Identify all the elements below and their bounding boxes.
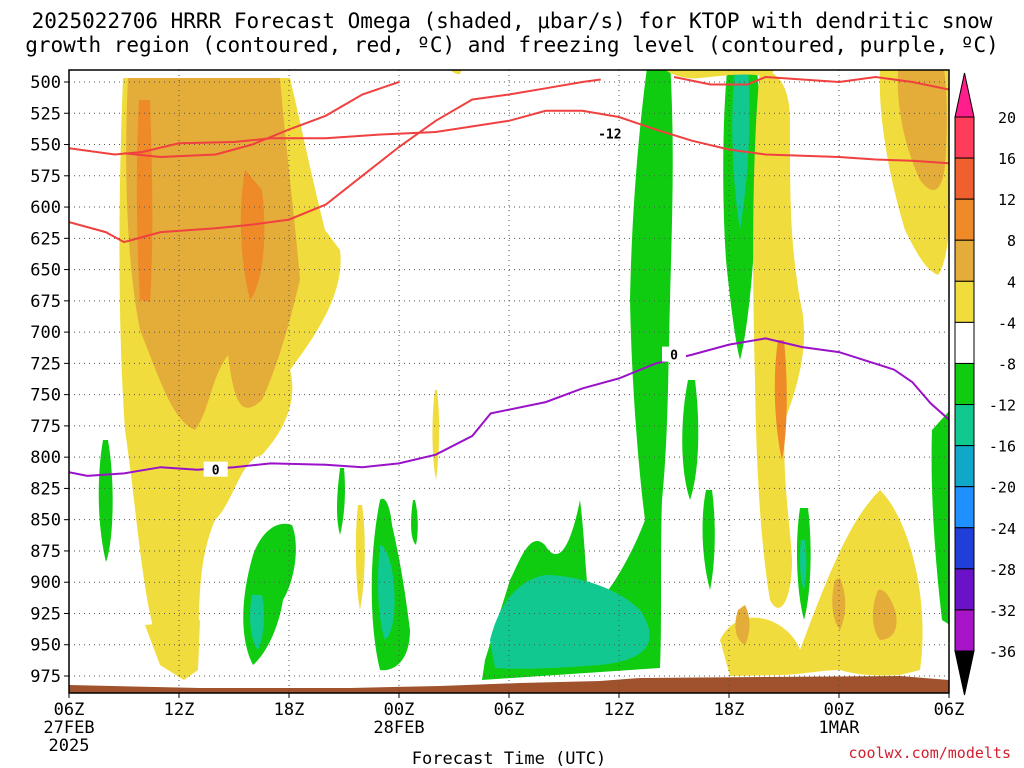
y-tick-label: 550 [30, 136, 61, 156]
chart-title-line1: 2025022706 HRRR Forecast Omega (shaded, … [31, 9, 993, 33]
colorbar-label: -20 [989, 479, 1016, 497]
contour-label-bg [203, 461, 228, 477]
y-tick-label: 950 [30, 636, 61, 656]
colorbar-swatch [954, 198, 975, 241]
x-tick-label: 12Z [164, 700, 195, 720]
x-tick-label: 12Z [604, 700, 635, 720]
colorbar-swatch [954, 239, 975, 282]
colorbar-label: -12 [989, 397, 1016, 415]
colorbar-swatch [954, 362, 975, 406]
colorbar-label: 16 [998, 150, 1016, 168]
omega-shading [98, 70, 949, 680]
y-tick-label: 850 [30, 511, 61, 531]
y-tick-label: 875 [30, 542, 61, 562]
site-credit: coolwx.com/modelts [848, 744, 1011, 762]
contour-line [673, 75, 949, 91]
contour-label: 0 [212, 464, 220, 479]
y-tick-label: 925 [30, 604, 61, 624]
contour-line [69, 78, 601, 244]
y-tick-label: 575 [30, 167, 61, 187]
colorbar-label: -24 [989, 520, 1016, 538]
y-tick-label: 725 [30, 354, 61, 374]
colorbar-swatch [954, 609, 975, 652]
colorbar-swatch [954, 445, 975, 488]
color-legend: 20 16 12 8 4 -4 -8 -12 -16 -20 -24 -28 -32 -36 [954, 72, 1016, 696]
y-tick-label: 900 [30, 573, 61, 593]
colorbar-swatch [954, 116, 975, 159]
contour-label-bg [597, 125, 622, 141]
colorbar-label: -4 [998, 314, 1016, 332]
y-tick-label: 650 [30, 261, 61, 281]
y-tick-label: 675 [30, 292, 61, 312]
y-tick-label: 800 [30, 448, 61, 468]
contour-label: -12 [598, 127, 621, 142]
x-tick-label: 06Z [494, 700, 525, 720]
contour--12 [69, 109, 949, 165]
x-tick-label: 00Z [384, 700, 415, 720]
colorbar-label: -32 [989, 602, 1016, 620]
colorbar-swatch [954, 568, 975, 611]
x-tick-label: 18Z [274, 700, 305, 720]
colorbar-label: 12 [998, 191, 1016, 209]
x-tick-label: 06Z [54, 700, 85, 720]
colorbar-label: -36 [989, 643, 1016, 661]
chart-title-line2: growth region (contoured, red, ºC) and f… [25, 33, 999, 57]
colorbar-swatch [954, 527, 975, 570]
x-tick-label: 18Z [714, 700, 745, 720]
colorbar-arrow-bottom [954, 650, 975, 696]
contour-label-bg [662, 346, 686, 362]
x-tick-year: 2025 [49, 736, 90, 756]
colorbar-arrow-top [954, 72, 975, 118]
contour-0 [69, 337, 949, 477]
y-tick-label: 825 [30, 479, 61, 499]
y-tick-label: 750 [30, 386, 61, 406]
y-tick-label: 700 [30, 323, 61, 343]
x-tick-date: 28FEB [373, 718, 424, 738]
colorbar-swatch [954, 404, 975, 447]
y-tick-label: 775 [30, 417, 61, 437]
y-tick-label: 625 [30, 229, 61, 249]
y-tick-label: 525 [30, 104, 61, 124]
colorbar-label: 8 [1007, 232, 1016, 250]
contour-label: 0 [670, 349, 678, 364]
colorbar-label: -8 [998, 355, 1016, 373]
x-axis-label: Forecast Time (UTC) [412, 749, 606, 768]
colorbar-swatch [954, 280, 975, 323]
x-tick-date: 1MAR [819, 718, 861, 738]
temperature-contours [69, 75, 949, 477]
contour-labels: -12 0 0 [203, 125, 686, 479]
x-tick-date: 27FEB [43, 718, 94, 738]
y-tick-label: 600 [30, 198, 61, 218]
colorbar-label: 20 [998, 109, 1016, 127]
x-tick-label: 06Z [934, 700, 965, 720]
y-tick-label: 500 [30, 73, 61, 93]
y-axis-ticks: 500 525 550 575 600 625 650 675 700 725 750 775 800 8… [30, 73, 69, 687]
contour-line [123, 81, 400, 159]
colorbar-label: -28 [989, 561, 1016, 579]
y-tick-label: 975 [30, 667, 61, 687]
grid-lines [68, 70, 950, 693]
colorbar-swatch [954, 157, 975, 200]
x-tick-label: 00Z [824, 700, 855, 720]
colorbar-swatch [954, 486, 975, 529]
colorbar-label: 4 [1007, 273, 1016, 291]
colorbar-label: -16 [989, 438, 1016, 456]
colorbar-swatch [954, 321, 975, 364]
